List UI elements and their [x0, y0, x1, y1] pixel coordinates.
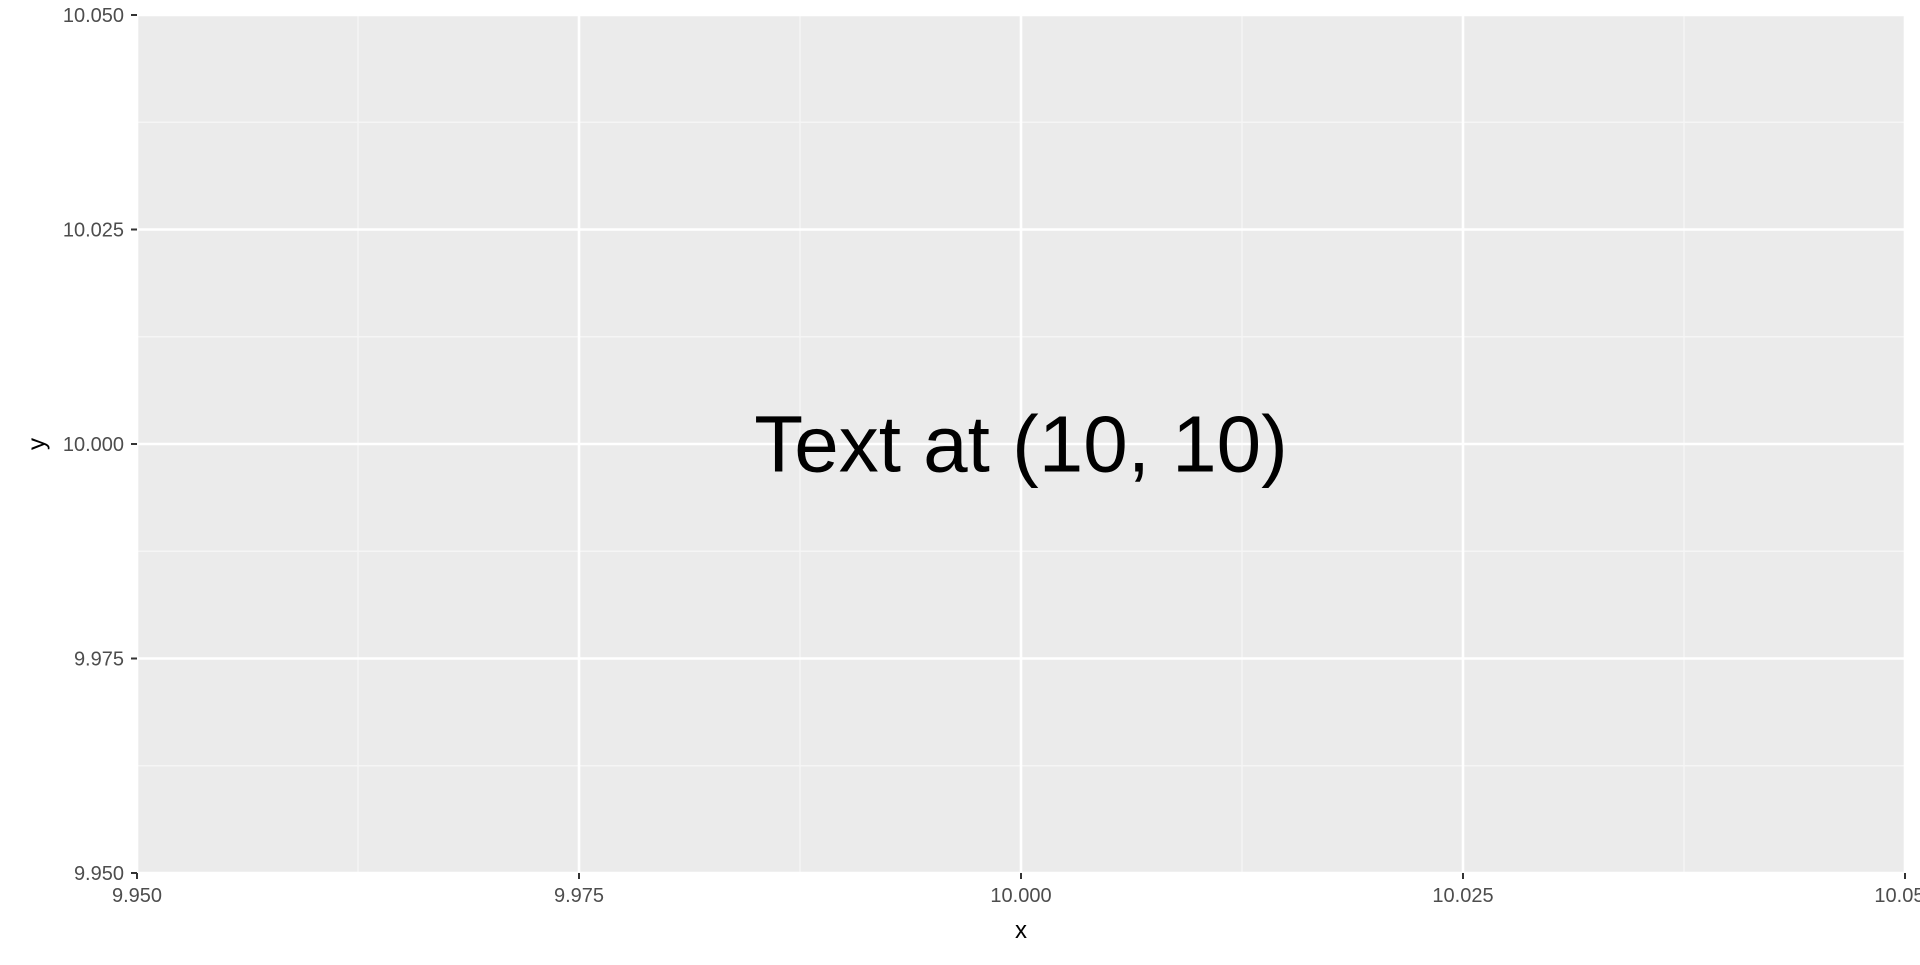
y-tick-label: 10.025: [63, 220, 124, 242]
y-tick-label: 10.050: [63, 5, 124, 27]
x-axis: 9.950 9.975 10.000 10.025 10.050: [112, 873, 1920, 907]
y-axis-title: y: [23, 438, 50, 450]
y-tick-label: 9.975: [74, 649, 124, 671]
x-tick-label: 10.025: [1432, 885, 1493, 907]
text-annotation: Text at (10, 10): [754, 400, 1288, 489]
x-tick-label: 9.975: [554, 885, 604, 907]
y-tick-label: 9.950: [74, 863, 124, 885]
x-axis-title: x: [1015, 917, 1027, 944]
x-tick-label: 10.000: [990, 885, 1051, 907]
y-tick-label: 10.000: [63, 434, 124, 456]
annotations: Text at (10, 10): [754, 400, 1288, 489]
y-axis: 9.950 9.975 10.000 10.025 10.050: [63, 5, 137, 885]
x-tick-label: 10.050: [1874, 885, 1920, 907]
x-tick-label: 9.950: [112, 885, 162, 907]
